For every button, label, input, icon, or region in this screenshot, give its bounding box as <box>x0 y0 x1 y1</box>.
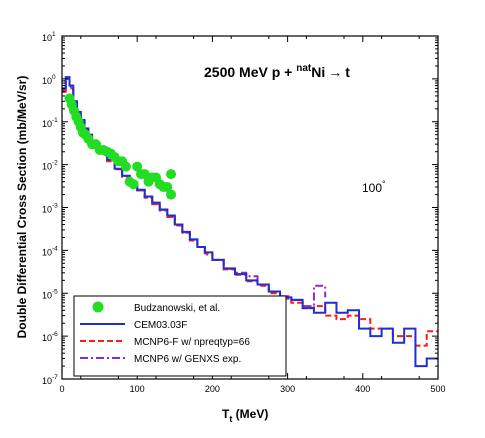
data-point <box>139 169 150 180</box>
series-layer <box>62 76 438 368</box>
x-tick-label: 400 <box>355 384 370 394</box>
data-point <box>132 161 143 172</box>
legend-label-budzanowski: Budzanowski, et al. <box>134 303 220 314</box>
x-tick-label: 100 <box>130 384 145 394</box>
y-axis-label: Double Differential Cross Section (mb/Me… <box>15 76 29 339</box>
chart-title: 2500 MeV p + natNi → t <box>204 63 350 80</box>
y-tick-label: 10-7 <box>42 374 58 386</box>
data-point <box>120 161 131 172</box>
y-tick-label: 100 <box>42 74 56 86</box>
data-point <box>166 169 177 180</box>
legend-label-cem: CEM03.03F <box>134 320 187 331</box>
data-point <box>162 182 173 193</box>
legend: Budzanowski, et al. CEM03.03F MCNP6-F w/… <box>73 295 287 377</box>
y-tick-label: 10-3 <box>42 203 58 215</box>
legend-box <box>73 295 287 377</box>
legend-label-genxs: MCNP6 w/ GENXS exp. <box>134 354 241 365</box>
x-tick-label: 0 <box>59 384 64 394</box>
angle-annotation: 100° <box>362 179 386 195</box>
y-tick-label: 10-2 <box>42 160 58 172</box>
data-point <box>166 189 177 200</box>
y-tick-label: 10-4 <box>42 245 58 257</box>
y-tick-label: 10-5 <box>42 288 58 300</box>
x-tick-label: 500 <box>430 384 445 394</box>
x-tick-label: 200 <box>205 384 220 394</box>
x-axis-label: Tt (MeV) <box>222 407 268 424</box>
legend-marker-budzanowski <box>92 301 104 313</box>
data-point <box>128 179 139 190</box>
y-tick-label: 10-6 <box>42 331 58 343</box>
y-tick-label: 101 <box>42 31 56 43</box>
tick-layer: 0 100 200 300 400 500 101 100 10-1 10-2 10-3 10-4 10… <box>42 31 446 394</box>
y-tick-label: 10-1 <box>42 117 58 129</box>
legend-label-mcnp6f: MCNP6-F w/ npreqtyp=66 <box>134 337 250 348</box>
x-tick-label: 300 <box>280 384 295 394</box>
series-mcnp6-w-genxs-exp <box>62 77 327 308</box>
